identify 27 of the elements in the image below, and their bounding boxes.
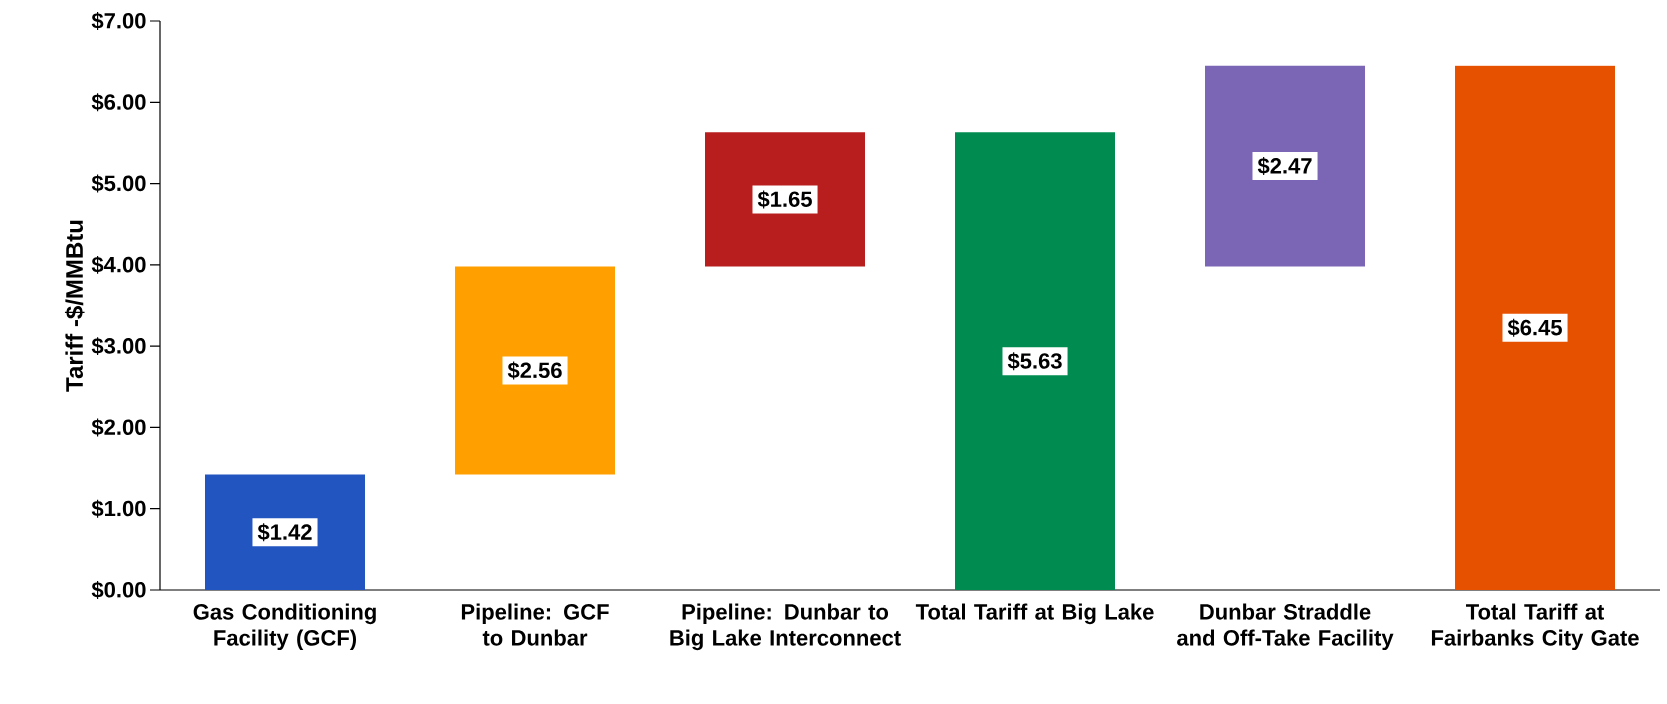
x-tick-label: Gas Conditioning Facility (GCF) bbox=[193, 603, 376, 651]
data-label: $5.63 bbox=[1007, 352, 1062, 371]
bar bbox=[1205, 65, 1366, 267]
y-tick-label: $0.00 bbox=[91, 581, 146, 599]
data-label: $6.45 bbox=[1507, 318, 1562, 337]
bar bbox=[955, 132, 1116, 590]
data-label: $2.56 bbox=[507, 361, 562, 380]
x-tick-label: Total Tariff at Fairbanks City Gate bbox=[1431, 603, 1639, 651]
bar bbox=[455, 266, 616, 475]
bar bbox=[705, 132, 866, 267]
bar bbox=[1455, 65, 1616, 590]
y-tick-label: $4.00 bbox=[91, 255, 146, 274]
bar bbox=[205, 474, 366, 590]
x-tick-label: Dunbar Straddle and Off-Take Facility bbox=[1177, 603, 1394, 651]
data-label: $1.42 bbox=[257, 523, 312, 542]
y-tick-label: $7.00 bbox=[91, 12, 146, 30]
x-tick-label: Pipeline: Dunbar to Big Lake Interconnect bbox=[670, 603, 901, 651]
x-tick-label: Total Tariff at Big Lake bbox=[915, 603, 1154, 625]
y-axis-title: Tariff -$/MMBtu bbox=[64, 220, 85, 392]
data-label: $2.47 bbox=[1257, 157, 1312, 176]
y-tick-label: $2.00 bbox=[91, 418, 146, 437]
y-tick-label: $1.00 bbox=[91, 499, 146, 518]
y-tick-label: $3.00 bbox=[91, 337, 146, 356]
y-tick-label: $5.00 bbox=[91, 174, 146, 193]
data-label: $1.65 bbox=[757, 190, 812, 209]
x-tick-label: Pipeline: GCF to Dunbar bbox=[461, 603, 609, 646]
y-tick-label: $6.00 bbox=[91, 93, 146, 112]
